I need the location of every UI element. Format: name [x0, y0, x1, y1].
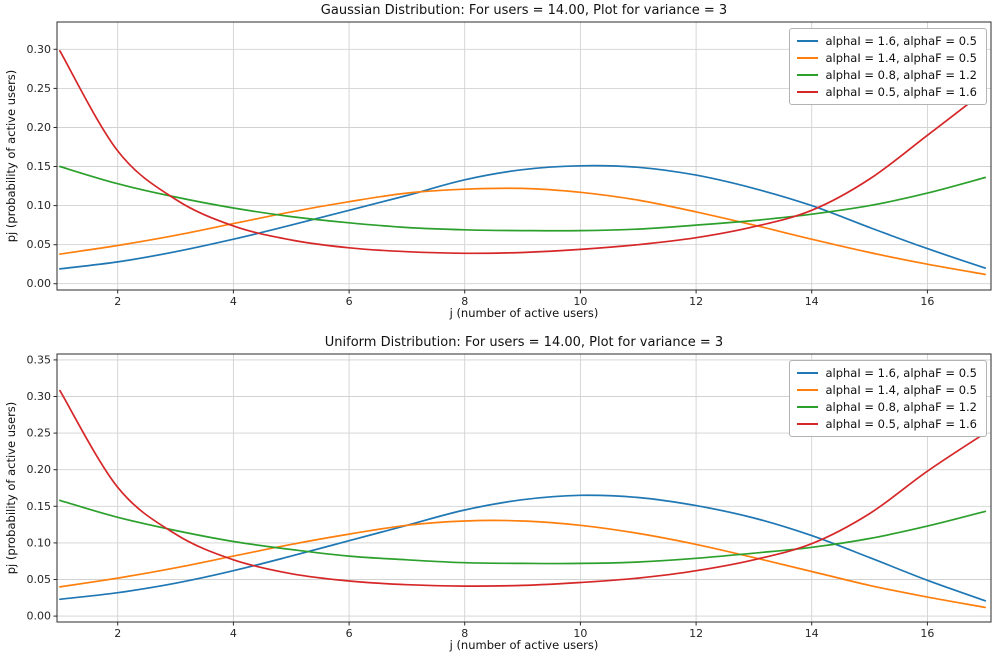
y-tick-label: 0.20: [27, 121, 52, 134]
x-tick-label: 4: [230, 295, 237, 308]
x-axis-label: j (number of active users): [449, 638, 599, 652]
y-tick-label: 0.10: [27, 536, 52, 549]
x-tick-label: 6: [346, 295, 353, 308]
x-tick-label: 2: [114, 295, 121, 308]
legend-line-sample: [797, 372, 819, 374]
legend-line-sample: [797, 91, 819, 93]
series-line: [59, 494, 987, 602]
y-tick-label: 0.25: [27, 82, 52, 95]
x-tick-label: 2: [114, 627, 121, 640]
series-line: [59, 187, 987, 276]
legend-line-sample: [797, 406, 819, 408]
legend-label: alphaI = 0.8, alphaF = 1.2: [825, 68, 977, 82]
legend-item: alphaI = 0.8, alphaF = 1.2: [797, 68, 977, 82]
y-tick-label: 0.30: [27, 43, 52, 56]
legend: alphaI = 1.6, alphaF = 0.5 alphaI = 1.4, …: [789, 28, 987, 105]
plot-frame: [56, 21, 992, 291]
legend-label: alphaI = 1.6, alphaF = 0.5: [825, 34, 977, 48]
chart-title: Uniform Distribution: For users = 14.00,…: [324, 335, 724, 350]
y-tick-label: 0.25: [27, 427, 52, 440]
legend-label: alphaI = 0.5, alphaF = 1.6: [825, 417, 977, 431]
y-tick-label: 0.00: [27, 610, 52, 623]
chart-title: Gaussian Distribution: For users = 14.00…: [320, 3, 728, 18]
legend-item: alphaI = 1.4, alphaF = 0.5: [797, 51, 977, 65]
x-tick-label: 16: [920, 627, 934, 640]
plot-area: 2 4 6 8 10 12 14 16 0.00 0.05 0.10 0.15 0.20 0.25 0.30…: [27, 353, 992, 640]
legend-item: alphaI = 1.6, alphaF = 0.5: [797, 34, 977, 48]
y-tick-label: 0.15: [27, 160, 52, 173]
x-tick-label: 8: [461, 627, 468, 640]
legend-item: alphaI = 0.8, alphaF = 1.2: [797, 400, 977, 414]
series-line: [59, 519, 987, 609]
x-axis-label: j (number of active users): [449, 306, 599, 320]
x-tick-label: 14: [805, 627, 819, 640]
gaussian-distribution-chart: Gaussian Distribution: For users = 14.00…: [0, 0, 1003, 332]
x-tick-label: 10: [573, 295, 587, 308]
legend-label: alphaI = 0.5, alphaF = 1.6: [825, 85, 977, 99]
x-tick-label: 12: [689, 627, 703, 640]
x-tick-label: 14: [805, 295, 819, 308]
y-tick-label: 0.15: [27, 500, 52, 513]
legend-label: alphaI = 1.4, alphaF = 0.5: [825, 51, 977, 65]
series-line: [59, 165, 987, 232]
y-tick-label: 0.20: [27, 463, 52, 476]
series-line: [59, 50, 987, 255]
uniform-distribution-chart: Uniform Distribution: For users = 14.00,…: [0, 332, 1003, 664]
y-tick-label: 0.35: [27, 353, 52, 366]
legend-label: alphaI = 1.6, alphaF = 0.5: [825, 366, 977, 380]
y-tick-label: 0.10: [27, 199, 52, 212]
x-tick-label: 10: [573, 627, 587, 640]
legend-line-sample: [797, 40, 819, 42]
series-line: [59, 499, 987, 565]
x-tick-label: 6: [346, 627, 353, 640]
series-line: [59, 389, 987, 587]
x-tick-label: 12: [689, 295, 703, 308]
legend-item: alphaI = 1.4, alphaF = 0.5: [797, 383, 977, 397]
legend-line-sample: [797, 423, 819, 425]
x-tick-label: 8: [461, 295, 468, 308]
legend-label: alphaI = 0.8, alphaF = 1.2: [825, 400, 977, 414]
plot-frame: [56, 353, 992, 623]
legend-item: alphaI = 1.6, alphaF = 0.5: [797, 366, 977, 380]
y-tick-label: 0.05: [27, 573, 52, 586]
series-line: [59, 164, 987, 270]
y-tick-label: 0.30: [27, 390, 52, 403]
y-tick-label: 0.05: [27, 238, 52, 251]
legend-item: alphaI = 0.5, alphaF = 1.6: [797, 417, 977, 431]
legend: alphaI = 1.6, alphaF = 0.5 alphaI = 1.4, …: [789, 360, 987, 437]
legend-line-sample: [797, 57, 819, 59]
legend-line-sample: [797, 389, 819, 391]
y-tick-label: 0.00: [27, 277, 52, 290]
legend-item: alphaI = 0.5, alphaF = 1.6: [797, 85, 977, 99]
x-tick-label: 16: [920, 295, 934, 308]
legend-label: alphaI = 1.4, alphaF = 0.5: [825, 383, 977, 397]
x-tick-label: 4: [230, 627, 237, 640]
legend-line-sample: [797, 74, 819, 76]
